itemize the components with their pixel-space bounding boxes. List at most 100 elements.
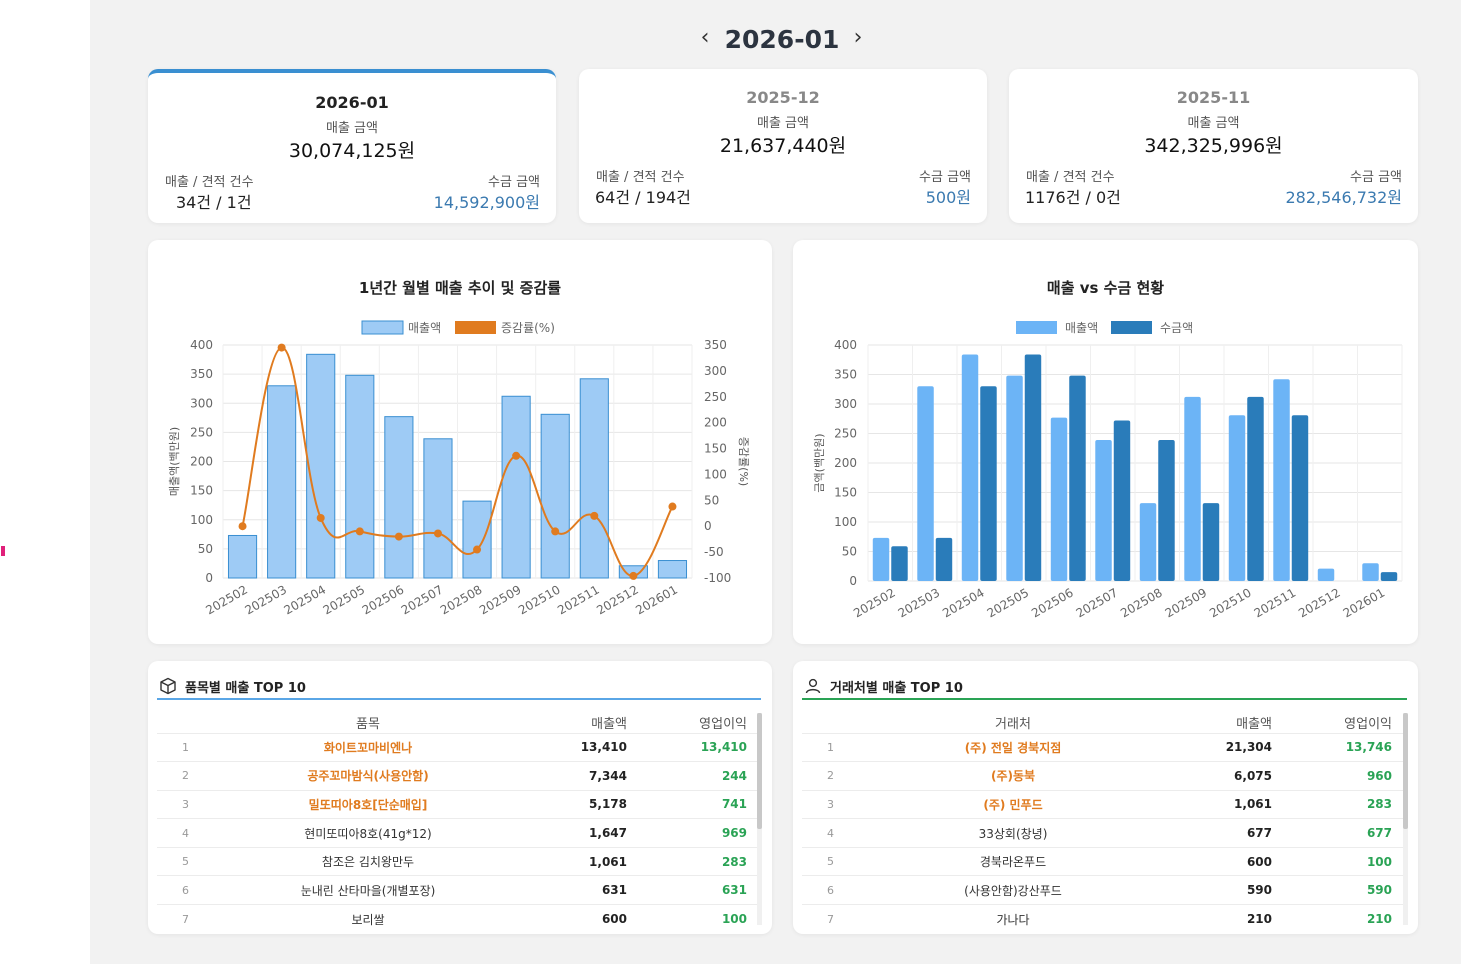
scrollbar-thumb[interactable]	[1403, 713, 1408, 829]
y-axis-title: 금액(백만원)	[813, 433, 826, 492]
bar-sales	[540, 413, 570, 579]
bar-receipt	[1202, 503, 1220, 581]
y-tick-label: 50	[842, 545, 857, 559]
table-row[interactable]: 3 밀또띠아8호[단순매입] 5,178 741	[157, 789, 761, 819]
row-profit: 13,410	[633, 732, 761, 762]
row-amount: 6,075	[1144, 761, 1278, 791]
table-row[interactable]: 2 (주)동북 6,075 960	[802, 761, 1406, 791]
bar-sales	[345, 374, 375, 579]
table-row[interactable]: 5 참조은 김치왕만두 1,061 283	[157, 846, 761, 876]
header-underline	[802, 698, 1407, 700]
y-tick-label: 200	[834, 456, 857, 470]
month-card-current[interactable]: 2026-01 매출 금액 30,074,125원 매출 / 견적 건수 34건…	[148, 69, 556, 223]
table-header-row: 품목 매출액 영업이익	[157, 713, 761, 733]
legend-label-growth: 증감률(%)	[501, 321, 555, 335]
y-tick-label: 0	[849, 574, 857, 588]
y2-tick-label: 100	[704, 467, 727, 481]
row-profit: 100	[633, 904, 761, 934]
x-tick-label: 202512	[1296, 585, 1343, 620]
row-name: 경북라온푸드	[882, 846, 1144, 876]
count-label: 매출 / 견적 건수	[596, 170, 685, 185]
bar-sales	[1228, 415, 1246, 581]
scrollbar-thumb[interactable]	[757, 713, 762, 829]
table-row[interactable]: 2 공주꼬마밤식(사용안함) 7,344 244	[157, 761, 761, 791]
table-row[interactable]: 7 보리쌀 600 100	[157, 904, 761, 934]
sales-label: 매출 금액	[757, 116, 809, 131]
row-amount: 1,647	[499, 818, 633, 848]
card-month: 2026-01	[315, 93, 389, 112]
y2-tick-label: -50	[704, 545, 724, 559]
row-amount: 600	[1144, 846, 1278, 876]
table-row[interactable]: 4 현미또띠아8호(41g*12) 1,647 969	[157, 818, 761, 848]
row-name: (주) 전일 경북지점	[882, 732, 1144, 762]
y2-tick-label: 50	[704, 493, 719, 507]
bar-sales	[306, 353, 336, 579]
bar-sales	[1362, 563, 1379, 581]
chevron-right-icon[interactable]: ›	[853, 25, 863, 50]
table-row[interactable]: 3 (주) 민푸드 1,061 283	[802, 789, 1406, 819]
received-amount: 282,546,732원	[1285, 188, 1402, 207]
bar-receipt	[1247, 396, 1264, 581]
table-row[interactable]: 1 (주) 전일 경북지점 21,304 13,746	[802, 732, 1406, 762]
scrollbar[interactable]	[757, 713, 762, 925]
legend-swatch-sales	[1016, 321, 1057, 334]
header-underline	[157, 698, 761, 700]
chevron-left-icon[interactable]: ‹	[700, 25, 710, 50]
table-header-row: 거래처 매출액 영업이익	[802, 713, 1406, 733]
x-tick-label: 202601	[633, 582, 680, 617]
growth-point	[238, 522, 247, 531]
col-product[interactable]: 품목	[356, 717, 380, 733]
growth-point	[668, 502, 677, 511]
client-top10-title: 거래처별 매출 TOP 10	[830, 680, 963, 696]
row-index: 6	[802, 875, 882, 905]
product-top10-title: 품목별 매출 TOP 10	[185, 680, 306, 696]
table-row[interactable]: 6 (사용안함)강산푸드 590 590	[802, 875, 1406, 905]
sales-label: 매출 금액	[1187, 116, 1240, 131]
col-profit[interactable]: 영업이익	[1344, 717, 1392, 733]
x-tick-label: 202504	[940, 585, 987, 620]
growth-point	[277, 343, 286, 352]
row-amount: 590	[1144, 875, 1278, 905]
bar-sales	[1184, 396, 1201, 581]
bar-receipt	[891, 546, 908, 581]
y-tick-label: 150	[190, 484, 213, 498]
x-tick-label: 202510	[516, 582, 563, 617]
scrollbar[interactable]	[1403, 713, 1408, 925]
bar-sales	[227, 534, 258, 579]
table-row[interactable]: 4 33상회(창녕) 677 677	[802, 818, 1406, 848]
bar-sales	[1317, 568, 1335, 581]
product-top10-header: 품목별 매출 TOP 10	[159, 673, 306, 699]
table-row[interactable]: 6 눈내린 산타마을(개별포장) 631 631	[157, 875, 761, 905]
x-tick-label: 202509	[477, 582, 524, 617]
row-index: 7	[802, 904, 882, 934]
row-index: 4	[157, 818, 237, 848]
row-amount: 677	[1144, 818, 1278, 848]
table-row[interactable]: 1 화이트꼬마비엔나 13,410 13,410	[157, 732, 761, 762]
row-profit: 13,746	[1278, 732, 1406, 762]
row-index: 1	[157, 732, 237, 762]
col-idx	[157, 713, 237, 733]
month-card-prev2[interactable]: 2025-11 매출 금액 342,325,996원 매출 / 견적 건수 11…	[1009, 69, 1418, 223]
table-row[interactable]: 5 경북라온푸드 600 100	[802, 846, 1406, 876]
y-tick-label: 100	[190, 513, 213, 527]
month-card-prev[interactable]: 2025-12 매출 금액 21,637,440원 매출 / 견적 건수 64건…	[579, 69, 987, 223]
row-name: 화이트꼬마비엔나	[237, 732, 499, 762]
legend-swatch-growth	[455, 321, 496, 334]
row-amount: 210	[1144, 904, 1278, 934]
col-client[interactable]: 거래처	[995, 717, 1031, 733]
sales-label: 매출 금액	[326, 121, 378, 136]
y2-tick-label: 200	[704, 416, 727, 430]
card-month: 2025-11	[1176, 88, 1251, 107]
bar-receipt	[1158, 439, 1175, 581]
row-profit: 244	[633, 761, 761, 791]
col-amount[interactable]: 매출액	[1236, 717, 1272, 733]
bar-sales	[1050, 417, 1068, 581]
col-profit[interactable]: 영업이익	[699, 717, 747, 733]
x-tick-label: 202511	[1252, 585, 1299, 620]
col-idx	[802, 713, 882, 733]
growth-point	[316, 513, 325, 522]
row-amount: 21,304	[1144, 732, 1278, 762]
y2-tick-label: 150	[704, 442, 727, 456]
col-amount[interactable]: 매출액	[591, 717, 627, 733]
table-row[interactable]: 7 가나다 210 210	[802, 904, 1406, 934]
